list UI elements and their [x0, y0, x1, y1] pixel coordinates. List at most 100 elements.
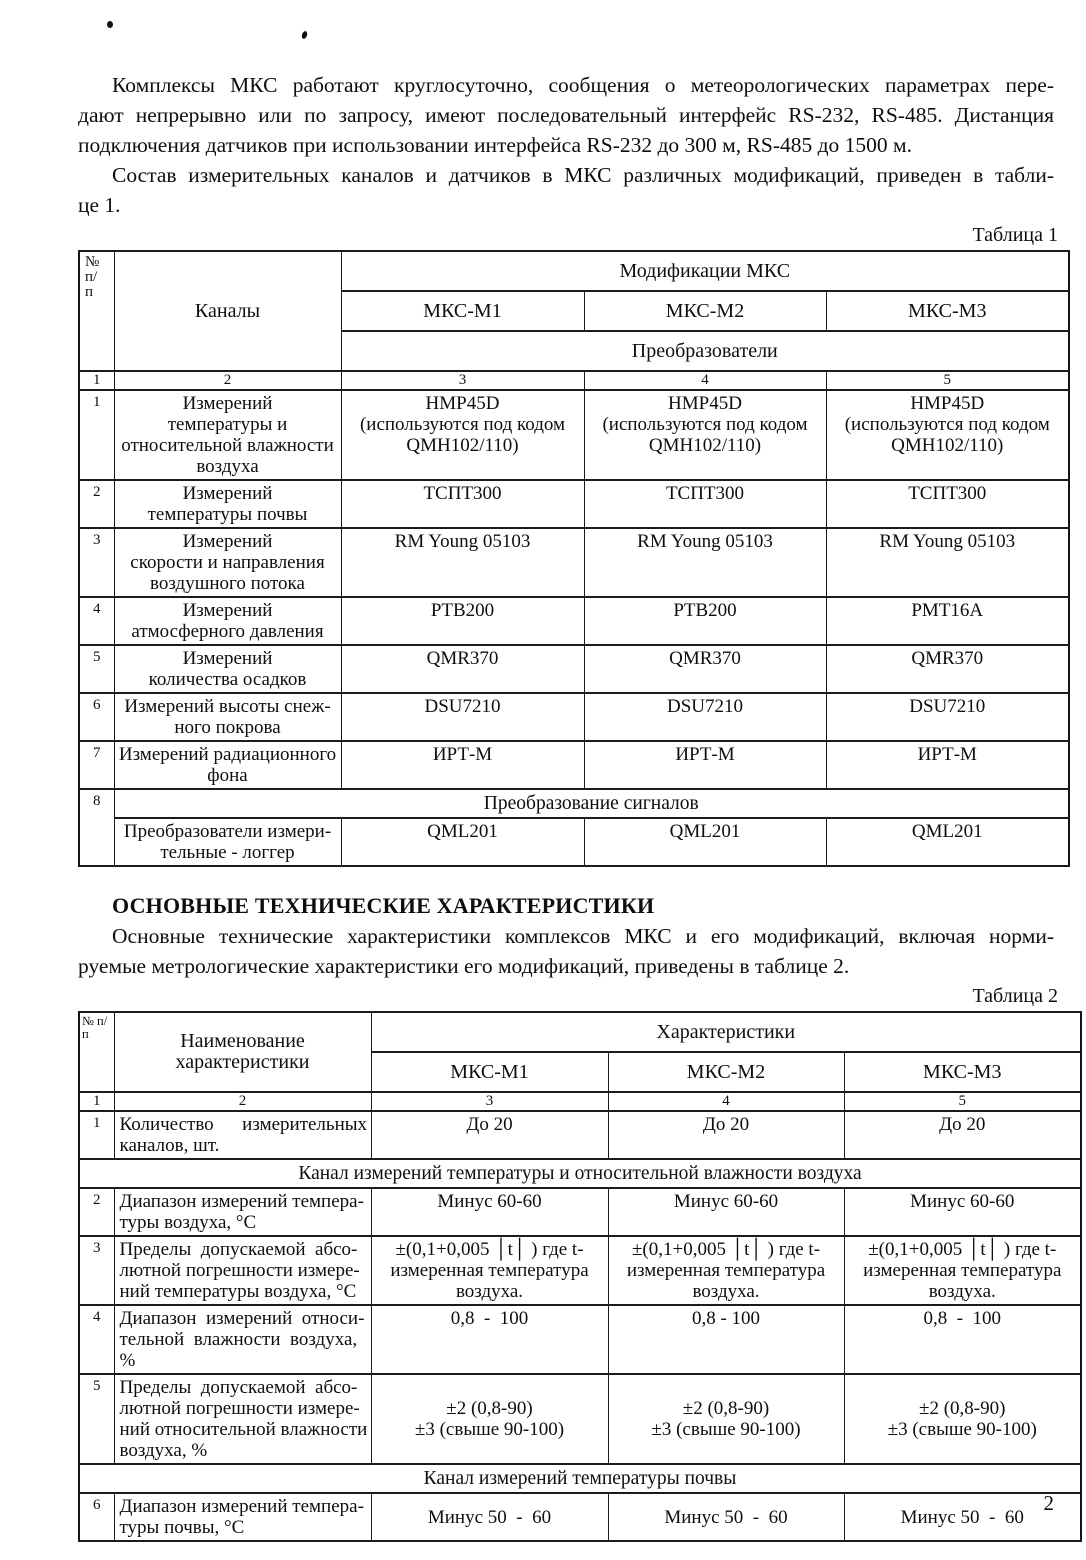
- row-num: 6: [78, 692, 115, 742]
- table1-row-7: 7 Измерений радиационного фона ИРТ-М ИРТ…: [78, 740, 1070, 790]
- table2-characteristics: № п/п Наименование характеристики Характ…: [78, 1011, 1082, 1542]
- value-cell-m1: ±(0,1+0,005 │t│ ) где t- измеренная темп…: [370, 1235, 609, 1306]
- value-cell-m3: Минус 60-60: [843, 1187, 1082, 1237]
- channel-span: Канал измерений температуры и относитель…: [78, 1158, 1082, 1189]
- channel-cell: Измерений атмосферного давления: [113, 596, 342, 646]
- t2-colnum-2: 2: [113, 1091, 372, 1112]
- channel-cell: Измерений высоты снеж- ного покрова: [113, 692, 342, 742]
- t2-header-mks-m1: МКС-М1: [370, 1051, 609, 1093]
- paragraph-line: це 1.: [78, 193, 121, 217]
- channel-cell: Измерений количества осадков: [113, 644, 342, 694]
- table2-caption: Таблица 2: [972, 985, 1058, 1007]
- table2-header-row-chars: № п/п Наименование характеристики Характ…: [78, 1011, 1082, 1093]
- section-paragraph: Основные технические характеристики комп…: [78, 921, 1054, 981]
- t2-header-name: Наименование характеристики: [113, 1011, 372, 1093]
- value-cell-m2: Минус 50 - 60: [607, 1492, 845, 1542]
- value-cell-m3: 0,8 - 100: [843, 1304, 1082, 1375]
- characteristic-name: Пределы допускаемой абсо- лютной погрешн…: [113, 1373, 372, 1465]
- row-num: 2: [78, 479, 115, 529]
- characteristic-name: Диапазон измерений темпера- туры почвы, …: [113, 1492, 372, 1542]
- t2-colnum-1: 1: [78, 1091, 115, 1112]
- value-cell-m3: DSU7210: [825, 692, 1070, 742]
- t1-header-channels: Каналы: [113, 250, 342, 372]
- value-cell-m2: PTB200: [583, 596, 827, 646]
- table2-colnum-row: 1 2 3 4 5: [78, 1091, 1082, 1112]
- row-num: 4: [78, 596, 115, 646]
- t2-colnum-5: 5: [843, 1091, 1082, 1112]
- t2-header-characteristics: Характеристики: [370, 1011, 1082, 1053]
- paragraph-line: Основные технические характеристики комп…: [112, 924, 1054, 948]
- table1-header-row-models: МКС-М1 МКС-М2 МКС-М3: [79, 290, 1070, 332]
- paragraph-line: Комплексы МКС работают круглосуточно, со…: [112, 73, 1054, 97]
- value-cell-m1: До 20: [370, 1110, 609, 1160]
- value-cell-m1: HMP45D (используются под кодом QMH102/11…: [340, 389, 585, 481]
- value-cell-m1: DSU7210: [340, 692, 585, 742]
- t1-colnum-4: 4: [583, 370, 827, 391]
- signal-conversion-span: Преобразование сигналов: [113, 788, 1070, 819]
- t2-header-mks-m2: МКС-М2: [607, 1051, 845, 1093]
- table1-row-6: 6 Измерений высоты снеж- ного покрова DS…: [78, 692, 1070, 742]
- value-cell-m3: ИРТ-М: [825, 740, 1070, 790]
- table1-colnum-row: 1 2 3 4 5: [78, 370, 1070, 391]
- value-cell-m1: RM Young 05103: [340, 527, 585, 598]
- table2-row-5: 5 Пределы допускаемой абсо- лютной погре…: [78, 1373, 1082, 1465]
- row-num: 1: [78, 1110, 115, 1160]
- t2-header-no: № п/п: [78, 1011, 115, 1093]
- value-cell-m1: 0,8 - 100: [370, 1304, 609, 1375]
- t2-colnum-4: 4: [607, 1091, 845, 1112]
- value-cell-m2: HMP45D (используются под кодом QMH102/11…: [583, 389, 827, 481]
- t1-header-mks-m2: МКС-М2: [583, 290, 827, 332]
- table1-header-row-mods: № п/ п Каналы Модификации МКС: [78, 250, 1070, 372]
- channel-span: Канал измерений температуры почвы: [78, 1463, 1082, 1494]
- value-cell-m2: QMR370: [583, 644, 827, 694]
- channel-cell: Измерений радиационного фона: [113, 740, 342, 790]
- characteristic-name: Диапазон измерений темпера- туры воздуха…: [113, 1187, 372, 1237]
- paragraph-line: дают непрерывно или по запросу, имеют по…: [78, 103, 1054, 127]
- value-cell-m3: Минус 50 - 60: [843, 1492, 1082, 1542]
- row-num: 5: [78, 1373, 115, 1465]
- intro-paragraph-2: Состав измерительных каналов и датчиков …: [78, 160, 1054, 220]
- table1-row-1: 1 Измерений температуры и относительной …: [78, 389, 1070, 481]
- t1-header-mks-m1: МКС-М1: [340, 290, 585, 332]
- table2-row-3: 3 Пределы допускаемой абсо- лютной погре…: [78, 1235, 1082, 1306]
- value-cell-m1: ТСПТ300: [340, 479, 585, 529]
- value-cell-m2: ИРТ-М: [583, 740, 827, 790]
- t1-colnum-5: 5: [825, 370, 1070, 391]
- value-cell-m2: Минус 60-60: [607, 1187, 845, 1237]
- t2-colnum-3: 3: [370, 1091, 609, 1112]
- table2-row-4: 4 Диапазон измерений относи- тельной вла…: [78, 1304, 1082, 1375]
- row-num: 3: [78, 1235, 115, 1306]
- value-cell-m2: ±(0,1+0,005 │t│ ) где t- измеренная темп…: [607, 1235, 845, 1306]
- characteristic-name: Диапазон измерений относи- тельной влажн…: [113, 1304, 372, 1375]
- table2-span-temp-humidity: Канал измерений температуры и относитель…: [78, 1158, 1082, 1189]
- characteristic-name: Количество измерительных каналов, шт.: [113, 1110, 372, 1160]
- t1-header-mks-m3: МКС-М3: [825, 290, 1070, 332]
- value-cell-m1: Минус 60-60: [370, 1187, 609, 1237]
- table1-row-logger: Преобразователи измери- тельные - логгер…: [79, 817, 1070, 867]
- channel-cell: Измерений температуры и относительной вл…: [113, 389, 342, 481]
- value-cell-m2: RM Young 05103: [583, 527, 827, 598]
- table2-row-1: 1 Количество измерительных каналов, шт. …: [78, 1110, 1082, 1160]
- value-cell-m2: 0,8 - 100: [607, 1304, 845, 1375]
- channel-cell: Измерений температуры почвы: [113, 479, 342, 529]
- t1-colnum-2: 2: [113, 370, 342, 391]
- row-num: 8: [78, 788, 115, 867]
- value-cell-m1: ИРТ-М: [340, 740, 585, 790]
- value-cell-m2: DSU7210: [583, 692, 827, 742]
- table2-row-2: 2 Диапазон измерений темпера- туры возду…: [78, 1187, 1082, 1237]
- value-cell-m1: PTB200: [340, 596, 585, 646]
- scan-artifact-dot: [300, 30, 309, 40]
- row-num: 5: [78, 644, 115, 694]
- value-cell-m3: QML201: [825, 817, 1070, 867]
- channel-cell: Преобразователи измери- тельные - логгер: [113, 817, 342, 867]
- value-cell-m3: RM Young 05103: [825, 527, 1070, 598]
- table1-row-3: 3 Измерений скорости и направления возду…: [78, 527, 1070, 598]
- value-cell-m1: ±2 (0,8-90) ±3 (свыше 90-100): [370, 1373, 609, 1465]
- table1-modifications: № п/ п Каналы Модификации МКС МКС-М1 МКС…: [78, 250, 1071, 867]
- value-cell-m3: QMR370: [825, 644, 1070, 694]
- value-cell-m2: QML201: [583, 817, 827, 867]
- value-cell-m3: PMT16A: [825, 596, 1070, 646]
- value-cell-m3: До 20: [843, 1110, 1082, 1160]
- value-cell-m3: ТСПТ300: [825, 479, 1070, 529]
